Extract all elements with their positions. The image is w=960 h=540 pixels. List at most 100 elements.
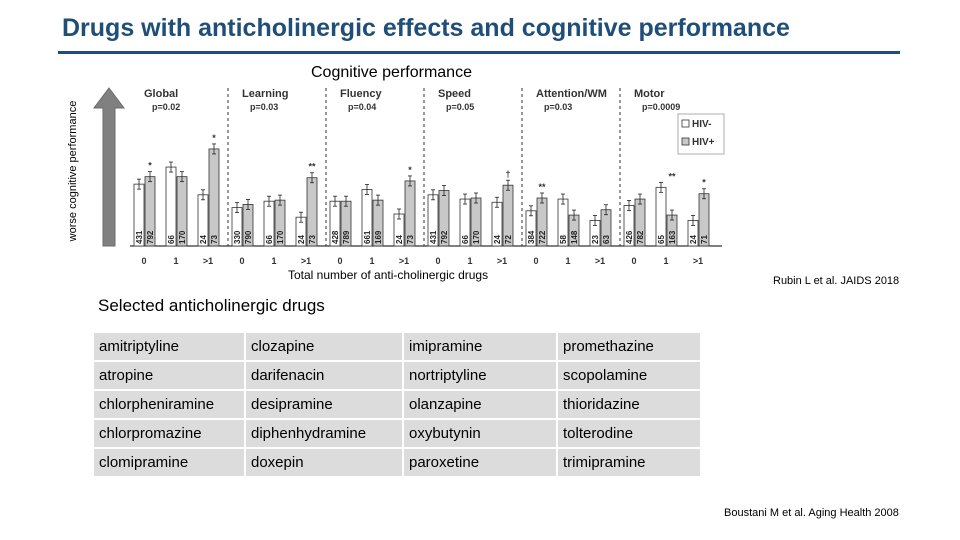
sample-size-label: 24 [493,235,502,244]
x-tick-label: 0 [533,256,538,266]
sample-size-label: 24 [689,235,698,244]
sample-size-label: 722 [538,230,547,244]
panel-p-value: p=0.03 [544,102,572,112]
legend-label: HIV- [692,119,711,130]
x-tick-label: >1 [203,256,213,266]
legend-swatch [681,137,690,146]
drug-cell: tolterodine [558,420,702,447]
significance-marker: * [408,165,412,175]
chart-title: Cognitive performance [311,64,472,81]
x-tick-label: 1 [271,256,276,266]
significance-marker: * [212,133,216,143]
drug-cell: darifenacin [246,362,404,389]
x-tick-label: >1 [595,256,605,266]
x-tick-label: 0 [337,256,342,266]
table-row: chlorpheniramine desipramine olanzapine … [94,391,702,418]
panel-p-value: p=0.04 [348,102,376,112]
drug-cell: scopolamine [558,362,702,389]
panel-p-value: p=0.05 [446,102,474,112]
x-axis-label: Total number of anti-cholinergic drugs [288,268,489,282]
sample-size-label: 792 [146,230,155,244]
sample-size-label: 71 [700,235,709,244]
significance-marker: † [505,169,510,179]
chart-citation: Rubin L et al. JAIDS 2018 [773,275,900,287]
table-row: clomipramine doxepin paroxetine trimipra… [94,449,702,476]
x-tick-label: >1 [399,256,409,266]
sample-size-label: 782 [636,230,645,244]
sample-size-label: 24 [199,235,208,244]
sample-size-label: 66 [167,235,176,244]
drug-cell: thioridazine [558,391,702,418]
x-tick-label: >1 [693,256,703,266]
sample-size-label: 23 [591,235,600,244]
x-tick-label: >1 [497,256,507,266]
sample-size-label: 63 [602,235,611,244]
drug-cell: imipramine [404,333,558,360]
sample-size-label: 66 [265,235,274,244]
sample-size-label: 789 [342,230,351,244]
drug-cell: chlorpheniramine [94,391,246,418]
drug-cell: oxybutynin [404,420,558,447]
sample-size-label: 24 [297,235,306,244]
y-axis-label: worse cognitive performance [54,101,92,242]
drug-cell: chlorpromazine [94,420,246,447]
table-row: amitriptyline clozapine imipramine prome… [94,333,702,360]
drug-cell: diphenhydramine [246,420,404,447]
sample-size-label: 384 [527,230,536,244]
sample-size-label: 66 [461,235,470,244]
x-tick-label: 1 [173,256,178,266]
sample-size-label: 72 [504,235,513,244]
drug-cell: atropine [94,362,246,389]
up-arrow-icon [93,87,125,247]
sample-size-label: 431 [135,230,144,244]
sample-size-label: 170 [276,230,285,244]
sample-size-label: 24 [395,235,404,244]
drug-cell: promethazine [558,333,702,360]
sample-size-label: 790 [244,230,253,244]
sample-size-label: 163 [668,230,677,244]
drug-cell: doxepin [246,449,404,476]
sample-size-label: 169 [374,230,383,244]
legend-swatch [681,119,690,128]
panel-title: Attention/WM [536,88,607,100]
significance-marker: * [702,178,706,188]
sample-size-label: 792 [440,230,449,244]
panel-title: Speed [438,88,471,100]
drug-cell: trimipramine [558,449,702,476]
significance-marker: * [148,161,152,171]
bar-hiv-pos [208,148,220,247]
panel-title: Fluency [340,88,382,100]
sample-size-label: 170 [472,230,481,244]
x-tick-label: 1 [663,256,668,266]
panel-title: Learning [242,88,288,100]
drug-list-title: Selected anticholinergic drugs [98,296,325,315]
x-tick-label: >1 [301,256,311,266]
sample-size-label: 426 [625,230,634,244]
significance-marker: ** [538,182,546,192]
sample-size-label: 58 [559,235,568,244]
drug-table: amitriptyline clozapine imipramine prome… [94,331,702,478]
drug-cell: desipramine [246,391,404,418]
panel-title: Motor [634,88,665,100]
drug-cell: clomipramine [94,449,246,476]
sample-size-label: 148 [570,230,579,244]
drug-cell: paroxetine [404,449,558,476]
significance-marker: ** [668,171,676,181]
panel-p-value: p=0.03 [250,102,278,112]
table-row: chlorpromazine diphenhydramine oxybutyni… [94,420,702,447]
drug-cell: nortriptyline [404,362,558,389]
sample-size-label: 73 [308,235,317,244]
y-axis-label-text: worse cognitive performance [67,100,79,242]
sample-size-label: 65 [657,235,666,244]
sample-size-label: 170 [178,230,187,244]
sample-size-label: 431 [429,230,438,244]
panel-p-value: p=0.0009 [642,102,680,112]
table-row: atropine darifenacin nortriptyline scopo… [94,362,702,389]
drug-cell: clozapine [246,333,404,360]
legend-label: HIV+ [692,137,715,148]
x-tick-label: 0 [141,256,146,266]
drug-cell: olanzapine [404,391,558,418]
bar-hiv-neg [165,166,177,247]
x-tick-label: 0 [631,256,636,266]
